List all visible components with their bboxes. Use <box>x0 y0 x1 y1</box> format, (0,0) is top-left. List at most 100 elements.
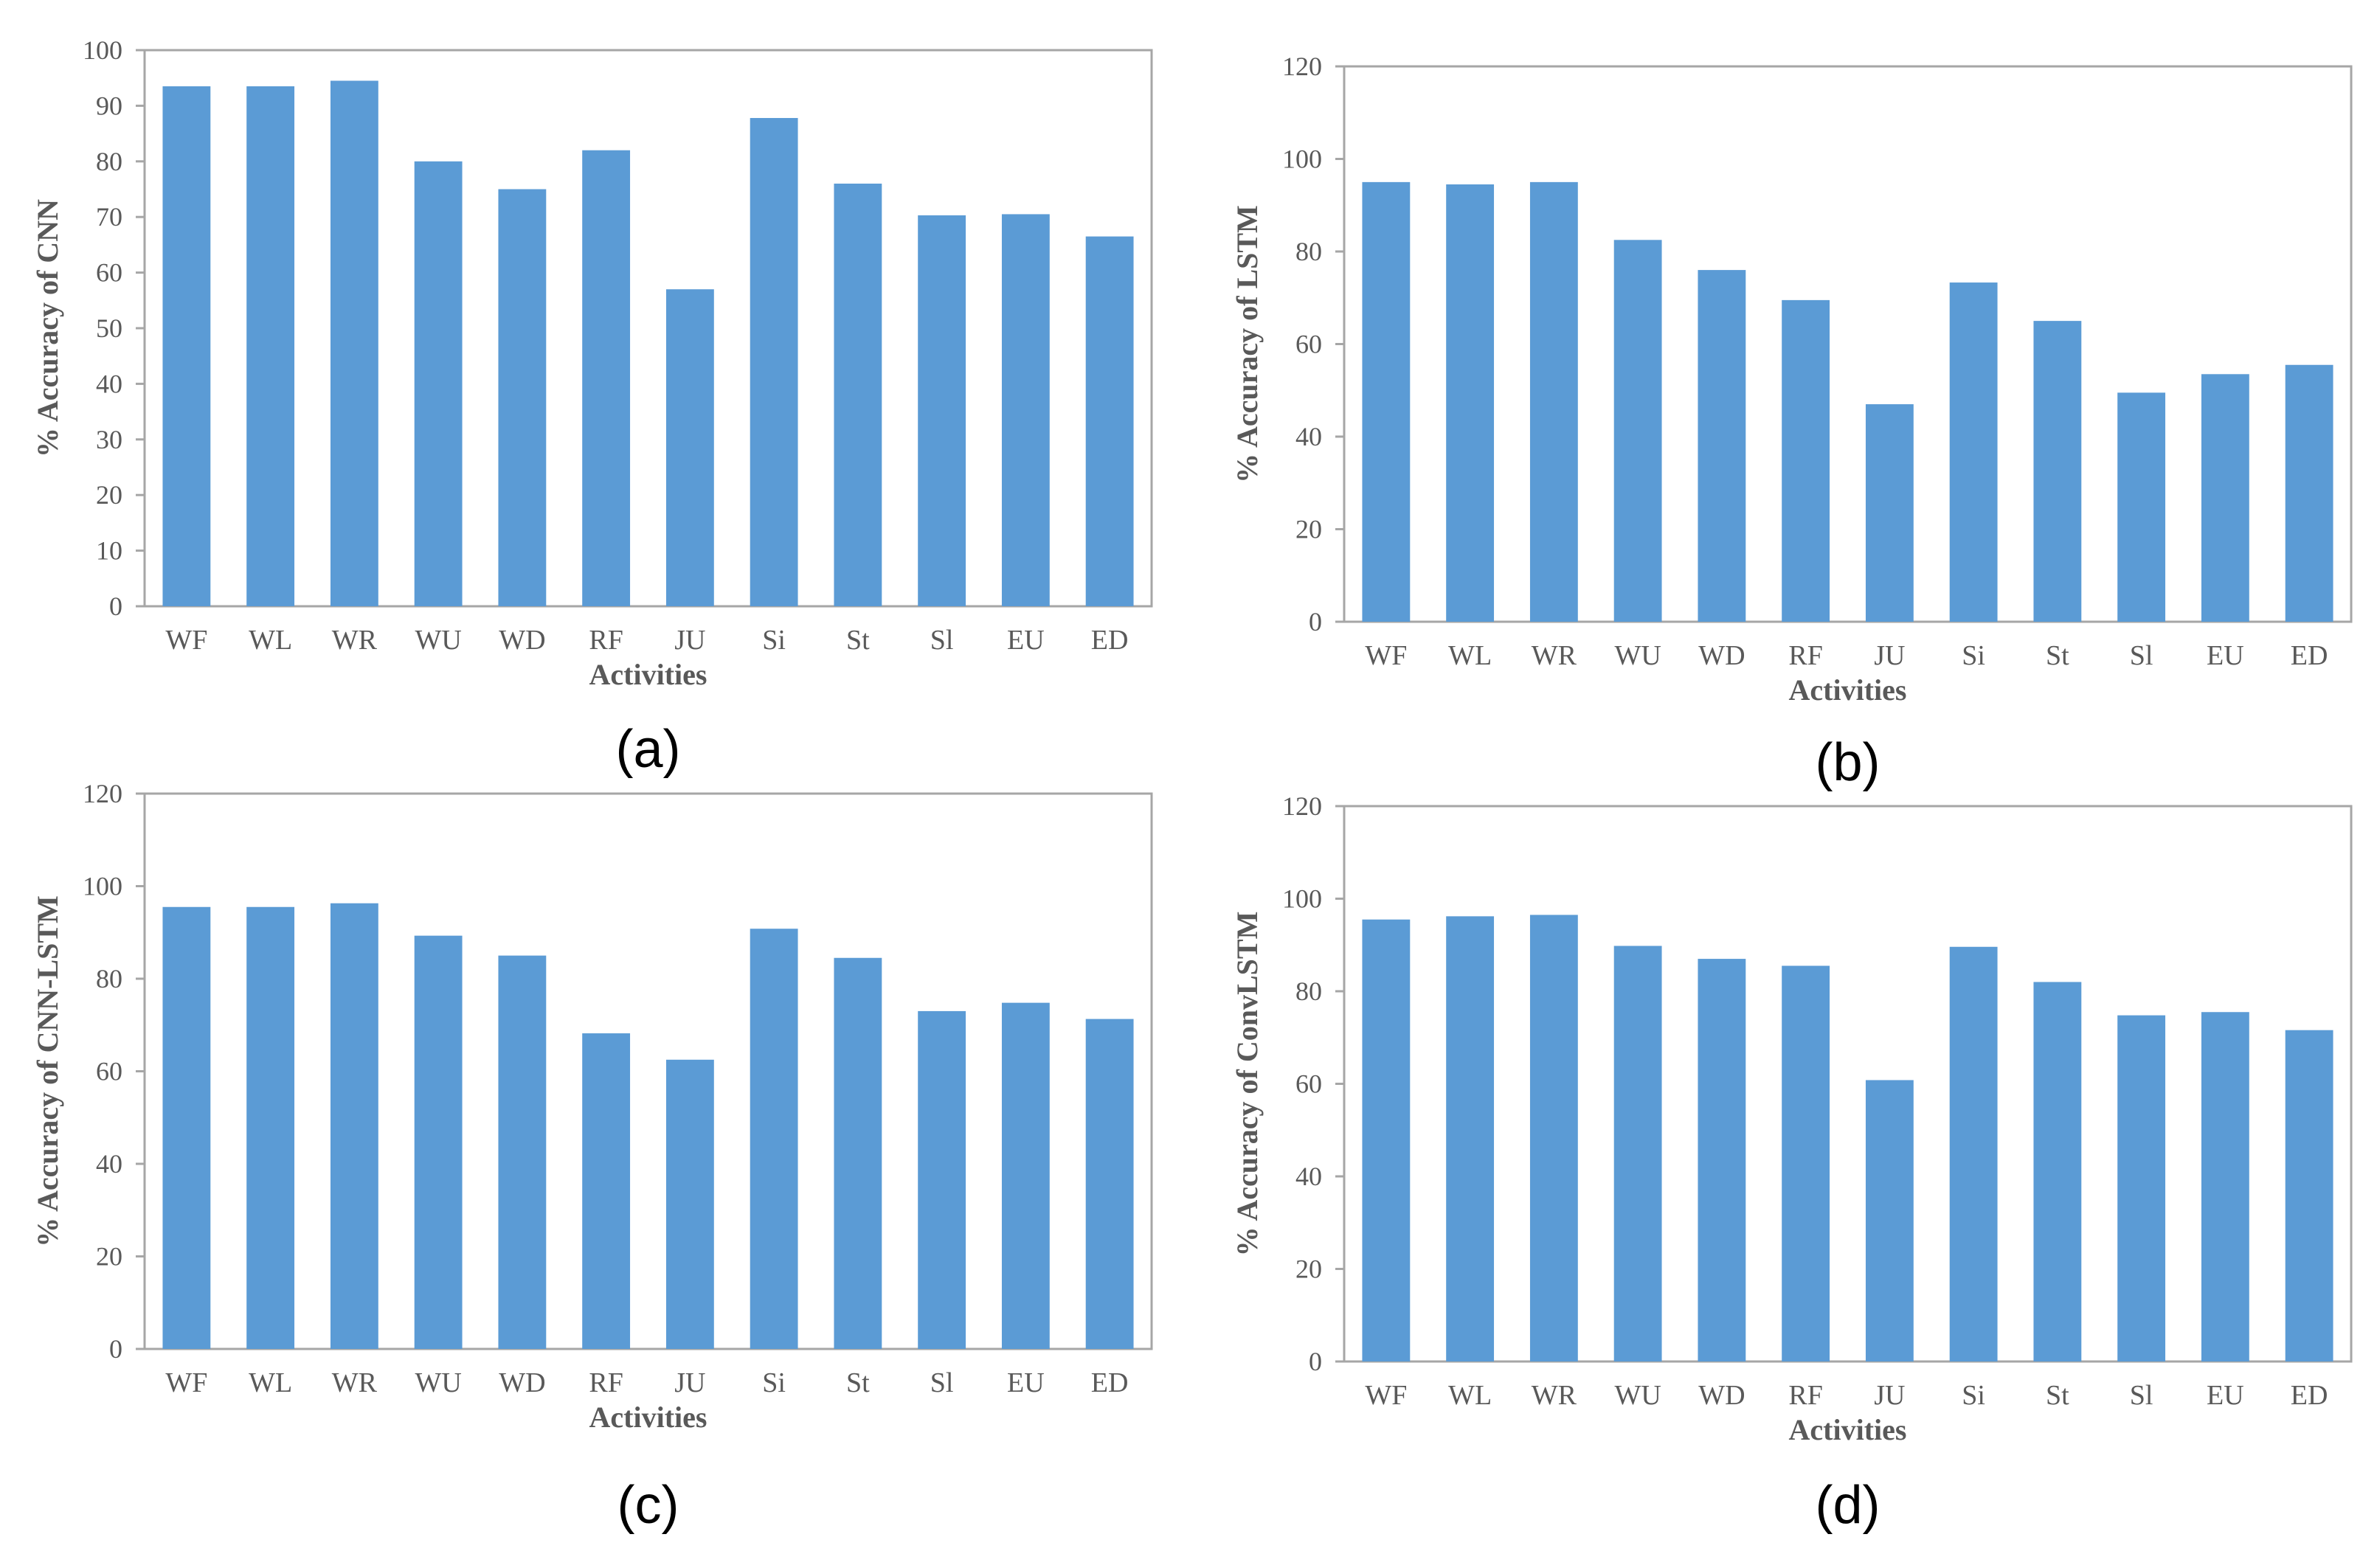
bar-rf <box>1782 299 1830 622</box>
panel-label: (a) <box>616 720 681 779</box>
bar-wd <box>1698 959 1746 1361</box>
plot-frame <box>1343 805 2353 1363</box>
x-tick-label: WF <box>1365 1380 1407 1411</box>
y-tick-label: 100 <box>1282 884 1322 914</box>
x-tick-label: WD <box>499 625 545 656</box>
x-tick-label: Sl <box>2130 1380 2153 1411</box>
y-tick-label: 0 <box>109 1334 122 1364</box>
x-axis-title: Activities <box>589 658 707 691</box>
y-tick-label: 60 <box>1295 330 1322 359</box>
y-tick-label: 20 <box>1295 1255 1322 1284</box>
bar-wl <box>1446 916 1495 1361</box>
x-tick-label: St <box>2046 1380 2069 1411</box>
x-tick-label: RF <box>1788 640 1822 671</box>
x-tick-label: Si <box>762 1367 786 1398</box>
x-tick-label: WR <box>332 625 378 656</box>
y-tick-label: 10 <box>96 536 122 566</box>
chart-panel-c: 0 20 40 60 80 100 120 WF WL WR WU WD RF JU Si St Sl EU ED A… <box>31 779 1153 1535</box>
bar-wl <box>1446 184 1495 622</box>
x-tick-label: EU <box>1007 625 1045 656</box>
bar-si <box>1949 946 1998 1361</box>
y-tick-label: 60 <box>96 258 122 288</box>
y-tick-label: 20 <box>1295 515 1322 544</box>
x-tick-label: WR <box>1532 640 1577 671</box>
bar-ed <box>1085 236 1134 606</box>
x-axis-title: Activities <box>1789 673 1907 707</box>
panel-label: (d) <box>1816 1476 1881 1535</box>
y-tick-label: 100 <box>83 872 122 901</box>
bar-wr <box>1529 915 1578 1361</box>
bar-sl <box>2117 392 2166 622</box>
bar-rf <box>582 150 631 607</box>
y-axis-title: % Accuracy of ConvLSTM <box>1231 912 1264 1257</box>
bar-wu <box>414 935 463 1349</box>
bar-ed <box>1085 1019 1134 1349</box>
chart-panel-b: 0 20 40 60 80 100 120 WF WL WR WU WD RF JU Si St Sl EU ED A… <box>1231 52 2353 792</box>
bar-wd <box>1698 270 1746 622</box>
y-tick-label: 80 <box>1295 237 1322 266</box>
x-tick-label: JU <box>674 625 705 656</box>
bar-rf <box>582 1033 631 1349</box>
x-tick-label: St <box>2046 640 2069 671</box>
x-tick-label: WD <box>499 1367 545 1398</box>
x-tick-label: WF <box>165 625 207 656</box>
bar-wf <box>1362 919 1411 1361</box>
y-tick-label: 60 <box>96 1057 122 1086</box>
bar-st <box>834 957 882 1349</box>
x-tick-label: JU <box>1874 640 1905 671</box>
plot-frame <box>1343 65 2353 623</box>
panel-label: (c) <box>617 1476 679 1535</box>
y-axis-title: % Accuracy of LSTM <box>1231 205 1264 483</box>
y-tick-label: 80 <box>96 147 122 176</box>
x-tick-label: Sl <box>2130 640 2153 671</box>
y-tick-label: 0 <box>1309 1347 1322 1376</box>
y-axis-title: % Accuracy of CNN <box>31 199 64 457</box>
x-tick-label: Si <box>1962 1380 1985 1411</box>
bar-si <box>750 117 798 606</box>
bar-wu <box>1613 946 1662 1361</box>
y-tick-label: 80 <box>96 964 122 993</box>
bar-wu <box>1613 240 1662 622</box>
bar-eu <box>2201 1012 2249 1361</box>
x-tick-label: WF <box>1365 640 1407 671</box>
x-tick-label: WU <box>1614 640 1661 671</box>
x-tick-label: WR <box>332 1367 378 1398</box>
x-tick-label: WU <box>1614 1380 1661 1411</box>
y-tick-label: 0 <box>1309 607 1322 636</box>
y-tick-label: 120 <box>1282 791 1322 821</box>
bar-wf <box>162 86 211 606</box>
x-tick-label: Si <box>1962 640 1985 671</box>
x-tick-label: ED <box>2291 640 2328 671</box>
x-tick-label: WU <box>415 625 461 656</box>
x-tick-label: EU <box>2207 1380 2244 1411</box>
x-tick-label: WF <box>165 1367 207 1398</box>
x-tick-label: St <box>846 625 870 656</box>
x-tick-label: RF <box>589 1367 623 1398</box>
bar-wd <box>498 955 547 1349</box>
x-tick-label: WD <box>1698 640 1745 671</box>
x-tick-label: RF <box>1788 1380 1822 1411</box>
bar-si <box>750 929 798 1349</box>
y-tick-label: 0 <box>109 592 122 621</box>
y-tick-label: 60 <box>1295 1069 1322 1099</box>
y-tick-label: 90 <box>96 91 122 120</box>
y-tick-label: 70 <box>96 202 122 232</box>
x-axis-title: Activities <box>589 1401 707 1434</box>
x-tick-label: Sl <box>930 1367 954 1398</box>
x-tick-label: WL <box>1448 1380 1492 1411</box>
x-tick-label: WL <box>1448 640 1492 671</box>
bar-wd <box>498 189 547 606</box>
x-tick-label: EU <box>1007 1367 1045 1398</box>
y-tick-label: 120 <box>1282 52 1322 81</box>
x-tick-label: ED <box>2291 1380 2328 1411</box>
x-tick-label: WR <box>1532 1380 1577 1411</box>
bar-st <box>2033 321 2082 622</box>
y-tick-label: 50 <box>96 313 122 343</box>
bar-ed <box>2285 1030 2333 1361</box>
bar-ju <box>1865 404 1914 622</box>
bar-wl <box>246 86 295 606</box>
bar-ju <box>665 289 714 606</box>
y-tick-label: 100 <box>1282 145 1322 174</box>
x-tick-label: JU <box>674 1367 705 1398</box>
